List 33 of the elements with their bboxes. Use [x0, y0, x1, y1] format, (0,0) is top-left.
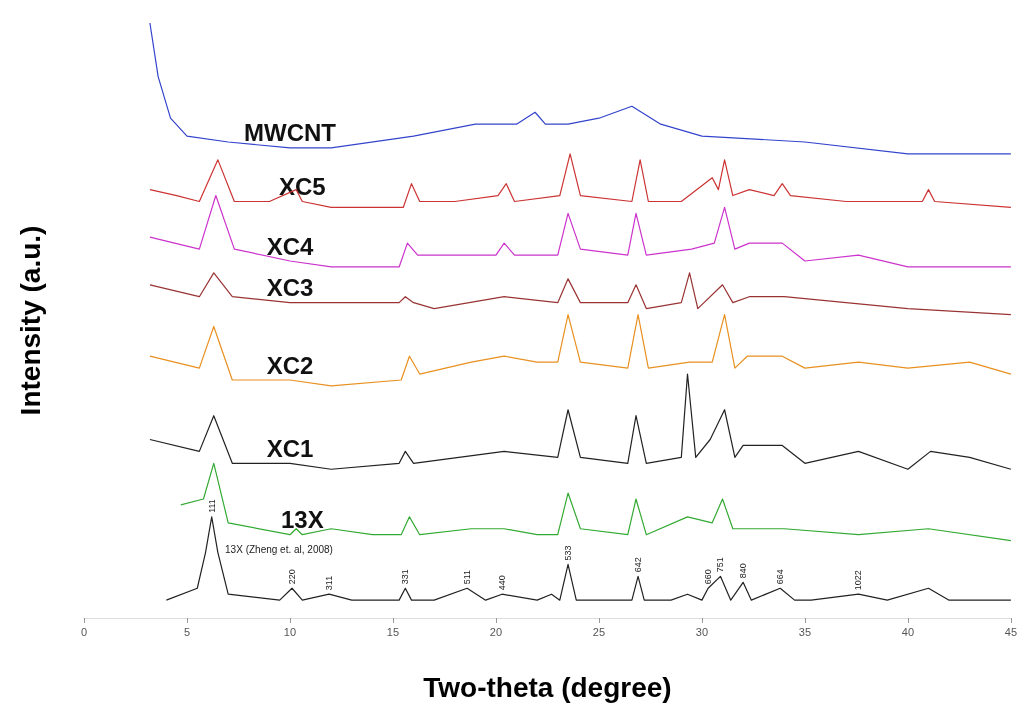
x-tick-label: 35 [798, 625, 812, 638]
series-label: XC4 [266, 232, 314, 260]
x-axis-title: Two-theta (degree) [423, 671, 672, 703]
series-label: XC2 [266, 351, 314, 379]
annotation: 111 [206, 499, 217, 513]
x-tick-label: 5 [183, 625, 191, 638]
annotation: 311 [324, 575, 335, 591]
y-axis-title: Intensity (a.u.) [14, 225, 46, 416]
series-label: XC1 [266, 434, 314, 462]
annotation: 642 [633, 557, 644, 573]
x-tick-label: 0 [80, 625, 88, 638]
annotation: 533 [563, 545, 574, 561]
series-label: XC5 [278, 173, 326, 200]
annotation: 511 [462, 569, 473, 585]
x-tick-label: 30 [695, 625, 709, 638]
annotation: 13X (Zheng et. al, 2008) [225, 544, 333, 556]
series-label: MWCNT [243, 119, 337, 147]
x-tick-label: 15 [386, 625, 400, 638]
annotation: 331 [400, 569, 411, 585]
x-tick-label: 20 [489, 625, 503, 638]
series-label: XC3 [266, 274, 314, 302]
annotation: 440 [497, 575, 508, 591]
x-tick-label: 45 [1004, 625, 1018, 638]
x-tick-label: 40 [901, 625, 915, 638]
annotation: 220 [287, 569, 298, 585]
annotation: 751 [715, 557, 726, 573]
annotation: 840 [738, 563, 749, 579]
annotation: 660 [703, 569, 714, 585]
x-tick-label: 10 [283, 625, 297, 638]
annotation: 1022 [853, 570, 864, 591]
x-tick-label: 25 [592, 625, 606, 638]
series-label: 13X [280, 506, 324, 534]
annotation: 664 [775, 569, 786, 585]
